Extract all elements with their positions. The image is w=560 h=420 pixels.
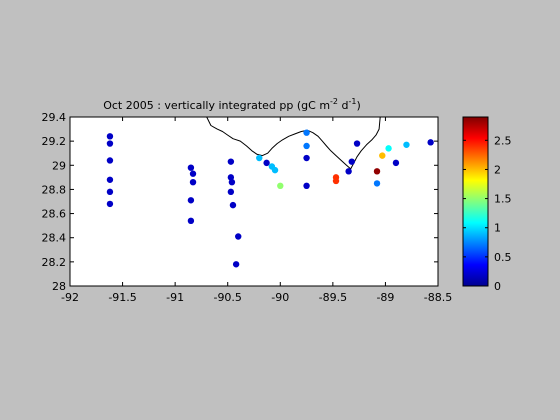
colorbar-tick-label: 0: [494, 280, 501, 293]
data-point: [227, 188, 235, 196]
y-tick-label: 28.8: [42, 183, 67, 196]
data-point: [392, 159, 400, 167]
x-tick-label: -90.5: [213, 291, 241, 304]
plot-area: [70, 117, 438, 286]
data-point: [303, 182, 310, 190]
data-point: [373, 168, 381, 175]
data-point: [189, 178, 197, 186]
y-axis: 28 28.2 28.4 28.6 28.8 29 29.2 29.4: [42, 111, 438, 293]
data-point: [373, 180, 381, 187]
colorbar-tick-label: 1: [494, 222, 501, 235]
data-point: [189, 170, 197, 177]
y-tick-label: 29: [52, 159, 66, 172]
colorbar-tick-label: 2: [494, 163, 501, 176]
chart-title: Oct 2005 : vertically integrated pp (gC …: [103, 97, 361, 112]
x-tick-label: -91.5: [108, 291, 136, 304]
y-tick-label: 29.2: [42, 135, 67, 148]
colorbar: [462, 116, 489, 287]
colorbar-tick-label: 1.5: [494, 193, 512, 206]
data-point: [232, 261, 240, 268]
x-axis: -92 -91.5 -91 -90.5 -90 -89.5 -89 -88.5: [61, 117, 452, 304]
plot-frame: [69, 116, 439, 287]
data-point: [263, 159, 270, 167]
data-point: [106, 176, 114, 183]
data-point: [303, 142, 310, 150]
data-point: [227, 158, 235, 165]
x-tick-label: -92: [61, 291, 79, 304]
x-tick-label: -89: [376, 291, 394, 304]
data-point: [229, 201, 237, 209]
data-point: [187, 217, 195, 225]
data-point: [106, 188, 114, 196]
data-point: [348, 158, 355, 165]
data-point: [106, 133, 114, 140]
data-point: [353, 140, 361, 147]
y-tick-label: 28.6: [42, 208, 67, 221]
data-point: [345, 168, 352, 175]
data-point: [403, 141, 410, 148]
y-tick-label: 28: [52, 280, 66, 293]
data-markers: [106, 129, 434, 268]
data-point: [228, 178, 236, 186]
data-point: [385, 145, 392, 152]
data-point: [187, 164, 195, 171]
x-tick-label: -89.5: [319, 291, 347, 304]
y-tick-label: 28.2: [42, 256, 67, 269]
data-point: [332, 177, 340, 185]
data-point: [277, 182, 284, 190]
x-tick-label: -91: [166, 291, 184, 304]
colorbar-tick-label: 2.5: [494, 134, 512, 147]
data-point: [106, 140, 114, 147]
data-point: [379, 152, 386, 159]
y-tick-label: 28.4: [42, 232, 67, 245]
colorbar-tick-label: 0.5: [494, 251, 512, 264]
colorbar-ticks: 0 0.5 1 1.5 2 2.5: [463, 134, 512, 293]
data-point: [106, 200, 114, 208]
x-tick-label: -90: [271, 291, 289, 304]
data-point: [187, 197, 195, 204]
data-point: [427, 139, 434, 146]
data-point: [235, 233, 242, 240]
data-point: [303, 129, 310, 136]
data-point: [303, 154, 310, 162]
data-point: [106, 157, 114, 164]
data-point: [271, 166, 279, 174]
x-tick-label: -88.5: [424, 291, 452, 304]
data-point: [227, 174, 235, 181]
y-tick-label: 29.4: [42, 111, 67, 124]
data-point: [256, 154, 263, 162]
